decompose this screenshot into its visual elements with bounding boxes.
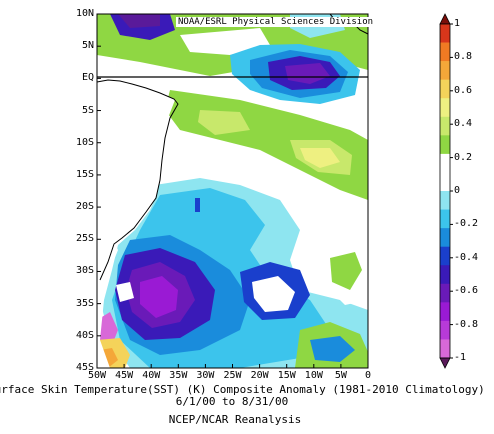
colorbar-label: 1 bbox=[454, 18, 461, 29]
caption-date-range: 6/1/00 to 8/31/00 bbox=[175, 395, 289, 408]
colorbar-label: 0.8 bbox=[454, 51, 473, 63]
lat-label: 35S bbox=[75, 297, 94, 309]
lat-label: 30S bbox=[75, 265, 94, 277]
colorbar-band bbox=[440, 153, 450, 173]
colorbar-band bbox=[440, 191, 450, 210]
colorbar-band bbox=[440, 42, 450, 62]
source-label: NOAA/ESRL Physical Sciences Division bbox=[176, 17, 376, 27]
colorbar-label: -1 bbox=[454, 352, 467, 363]
colorbar-label: -0.8 bbox=[454, 318, 479, 330]
lon-label: 10W bbox=[304, 370, 323, 381]
colorbar-label: 0.4 bbox=[454, 118, 473, 130]
lon-label: 25W bbox=[223, 370, 242, 381]
lon-label: 0 bbox=[365, 370, 372, 381]
colorbar-band bbox=[440, 283, 450, 303]
lat-label: 5S bbox=[81, 104, 94, 116]
colorbar-label: -0.6 bbox=[454, 285, 479, 297]
latitude-ticks bbox=[97, 13, 101, 369]
colorbar-band bbox=[440, 209, 450, 229]
colorbar-band bbox=[440, 302, 450, 322]
colorbar-band bbox=[440, 320, 450, 340]
lon-label: 50W bbox=[88, 370, 107, 381]
lon-label: 20W bbox=[250, 370, 269, 381]
lat-label: 40S bbox=[75, 329, 94, 341]
lat-label: 15S bbox=[75, 168, 94, 180]
south-america-coastline bbox=[96, 79, 179, 281]
colorbar-band bbox=[440, 172, 450, 192]
colorbar-band bbox=[440, 79, 450, 99]
colorbar-band bbox=[440, 228, 450, 247]
lon-label: 15W bbox=[277, 370, 296, 381]
colorbar-band bbox=[440, 246, 450, 266]
colorbar-band bbox=[440, 116, 450, 136]
colorbar-label: -0.4 bbox=[454, 251, 479, 263]
lat-label: 45S bbox=[75, 362, 94, 373]
lon-label: 45W bbox=[115, 370, 134, 381]
colorbar-band bbox=[440, 135, 450, 155]
lat-label: 10S bbox=[75, 136, 94, 148]
colorbar-label: 0 bbox=[454, 185, 461, 196]
lat-label: 25S bbox=[75, 233, 94, 245]
lon-label: 35W bbox=[169, 370, 188, 381]
caption-title: Surface Skin Temperature(SST) (K) Compos… bbox=[0, 383, 485, 396]
colorbar-label: -0.2 bbox=[454, 218, 479, 230]
lat-label: EQ bbox=[81, 72, 94, 84]
lat-label: 20S bbox=[75, 201, 94, 213]
longitude-ticks bbox=[96, 364, 369, 368]
caption-dataset: NCEP/NCAR Reanalysis bbox=[168, 413, 302, 426]
lon-label: 30W bbox=[196, 370, 215, 381]
lat-label: 5N bbox=[81, 40, 94, 52]
lon-label: 40W bbox=[142, 370, 161, 381]
colorbar bbox=[439, 13, 453, 369]
lat-label: 10N bbox=[75, 8, 94, 19]
lon-label: 5W bbox=[334, 370, 347, 381]
colorbar-max-tip bbox=[439, 13, 451, 25]
colorbar-band bbox=[440, 98, 450, 118]
colorbar-label: 0.2 bbox=[454, 151, 473, 163]
colorbar-min-tip bbox=[439, 357, 451, 369]
colorbar-band bbox=[440, 339, 450, 359]
colorbar-band bbox=[440, 265, 450, 285]
anomaly-fields bbox=[97, 14, 368, 368]
colorbar-band bbox=[440, 61, 450, 80]
colorbar-band bbox=[440, 24, 450, 43]
colorbar-label: 0.6 bbox=[454, 84, 473, 96]
